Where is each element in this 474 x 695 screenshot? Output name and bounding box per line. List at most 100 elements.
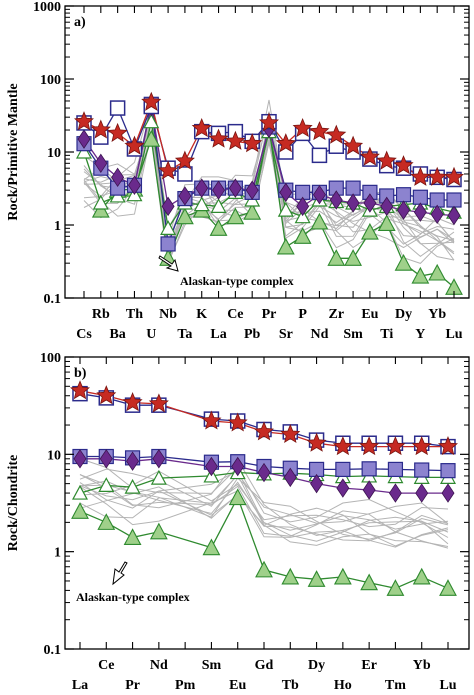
panel-a-y-ticks: 0.1 1 10 100 1000 (33, 0, 469, 307)
data-point-red-star (393, 155, 414, 175)
x-tick-label: Dy (395, 307, 412, 322)
data-point-green-filled-triangle (123, 528, 142, 545)
panel-a-annotation: Alaskan-type complex (158, 255, 294, 288)
data-point-green-filled-triangle (149, 522, 168, 540)
x-tick-label: Th (126, 307, 143, 322)
data-point-green-filled-triangle (202, 538, 221, 556)
data-point-green-filled-triangle (333, 567, 352, 585)
data-point-green-open-triangle (210, 198, 227, 213)
data-point-green-open-triangle (71, 484, 89, 500)
panel-a-series (74, 91, 464, 295)
data-point-green-filled-triangle (97, 513, 116, 530)
y-tick-label: 10 (47, 448, 61, 463)
data-point-purple-diamond (94, 153, 108, 174)
x-tick-label: Pr (262, 307, 277, 322)
x-tick-label: Nd (311, 327, 329, 342)
x-tick-label: Er (361, 658, 377, 673)
data-point-purple-diamond (441, 483, 455, 503)
data-point-purple-diamond (178, 186, 192, 206)
data-point-green-filled-triangle (327, 249, 346, 266)
data-point-green-filled-triangle (71, 502, 89, 519)
data-point-purple-diamond (430, 204, 444, 225)
data-point-purple-diamond (161, 196, 175, 217)
x-tick-label: Ho (334, 678, 352, 693)
data-point-red-star (444, 166, 464, 186)
x-tick-label: Yb (428, 307, 446, 322)
data-point-red-star (191, 117, 212, 138)
data-point-lavender-filled-square (440, 463, 456, 479)
data-point-purple-diamond (380, 196, 394, 217)
data-point-purple-diamond (362, 480, 376, 500)
x-tick-label: Tb (282, 678, 299, 693)
data-point-purple-diamond (73, 449, 87, 469)
data-point-lavender-filled-square (446, 192, 462, 208)
series-line-green-filled-triangle (100, 126, 455, 288)
series-line-green-filled-triangle (79, 495, 449, 589)
data-point-green-filled-triangle (377, 214, 396, 232)
y-tick-label: 1000 (33, 0, 61, 15)
data-point-purple-diamond (231, 456, 245, 477)
data-point-red-star (309, 121, 330, 141)
panel-b-annotation-text: Alaskan-type complex (76, 590, 190, 604)
data-point-purple-diamond (388, 483, 402, 503)
x-tick-label: Sm (202, 658, 222, 673)
data-point-red-star (201, 410, 222, 430)
data-point-red-star (326, 124, 347, 144)
data-point-green-filled-triangle (255, 560, 273, 578)
data-point-red-star (332, 436, 353, 456)
data-point-green-filled-triangle (360, 222, 379, 240)
data-point-purple-diamond (329, 190, 343, 210)
y-tick-label: 100 (40, 73, 61, 88)
y-tick-label: 0.1 (44, 292, 62, 307)
data-point-red-star (242, 133, 263, 153)
data-point-green-filled-triangle (175, 207, 194, 225)
data-point-lavender-filled-square (395, 187, 412, 203)
x-tick-label: Ti (380, 327, 393, 342)
gray-reference-line (79, 480, 449, 545)
x-tick-label: Eu (229, 678, 246, 693)
data-point-red-star (306, 432, 327, 452)
data-point-red-star (158, 160, 179, 180)
x-tick-label: Ba (109, 327, 125, 342)
x-tick-label: Ce (227, 307, 243, 322)
data-point-green-open-triangle (143, 113, 160, 129)
data-point-red-star (376, 150, 397, 170)
data-point-red-star (174, 150, 195, 170)
data-point-green-filled-triangle (293, 227, 312, 244)
data-point-purple-diamond (296, 196, 310, 217)
data-point-purple-diamond (312, 184, 326, 205)
gray-reference-line (79, 470, 449, 531)
x-tick-label: La (210, 327, 226, 342)
data-point-lavender-filled-square (361, 461, 377, 477)
x-tick-label: Gd (255, 658, 274, 673)
data-point-red-star (438, 436, 458, 456)
x-tick-label: K (196, 307, 207, 322)
data-point-purple-diamond (195, 178, 209, 198)
data-point-green-open-triangle (277, 201, 294, 217)
data-point-red-star (359, 436, 380, 456)
data-point-lavender-filled-square (335, 461, 351, 478)
data-point-green-open-triangle (124, 478, 141, 494)
data-point-green-open-triangle (193, 196, 210, 212)
data-point-navy-open-square (109, 100, 126, 116)
x-tick-label: Cs (76, 327, 92, 342)
x-tick-label: Nb (159, 307, 177, 322)
data-point-red-star (259, 112, 279, 132)
data-point-red-star (148, 393, 169, 413)
data-point-purple-diamond (279, 182, 293, 203)
data-point-red-star (411, 436, 432, 456)
data-point-red-star (96, 385, 117, 405)
x-tick-label: La (72, 678, 88, 693)
data-point-lavender-filled-square (412, 189, 428, 205)
data-point-navy-open-square (311, 147, 328, 164)
data-point-green-filled-triangle (226, 207, 245, 225)
data-point-purple-diamond (245, 180, 259, 200)
x-tick-label: Pr (125, 678, 140, 693)
x-tick-label: Eu (361, 307, 378, 322)
data-point-red-star (275, 133, 296, 153)
data-point-green-filled-triangle (386, 579, 405, 596)
y-tick-label: 1 (54, 219, 61, 234)
data-point-lavender-filled-square (160, 236, 176, 252)
data-point-purple-diamond (257, 462, 271, 483)
